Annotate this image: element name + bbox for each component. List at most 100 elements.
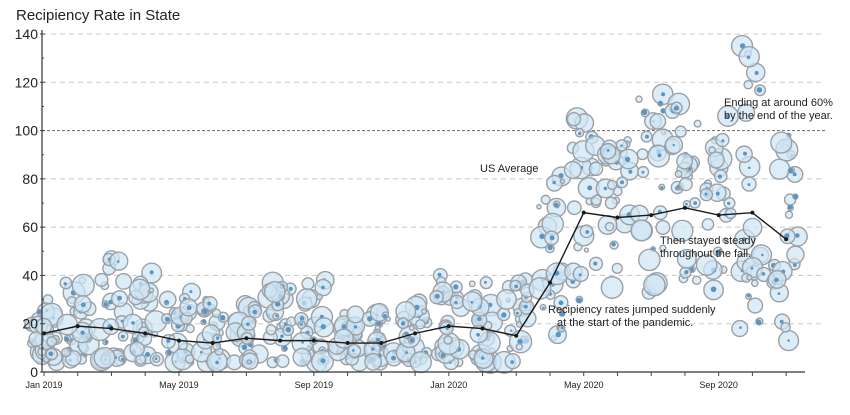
state-bubble: [316, 293, 324, 301]
state-bubble: [743, 79, 754, 90]
state-bubble-dot: [578, 131, 582, 136]
y-tick-label: 80: [22, 171, 38, 187]
state-bubble-dot: [483, 280, 487, 284]
state-bubble: [691, 275, 702, 286]
annotation-ending-line1: Ending at around 60%: [724, 97, 833, 109]
state-bubble: [611, 262, 623, 275]
state-bubble: [695, 254, 718, 276]
state-bubble-dot: [321, 285, 325, 290]
state-bubble-dot: [63, 282, 67, 286]
state-bubble: [515, 343, 524, 351]
x-tick-label: Sep 2019: [295, 380, 334, 390]
state-bubble-dot: [552, 180, 556, 185]
state-bubble-dot: [275, 314, 279, 318]
state-bubble-dot: [501, 312, 507, 318]
state-bubble: [61, 347, 72, 358]
state-bubble: [115, 272, 133, 290]
state-bubble-dot: [149, 270, 154, 275]
x-tick-label: Sep 2020: [699, 380, 738, 390]
state-bubble-dot: [641, 170, 645, 174]
state-bubble-dot: [761, 272, 766, 276]
state-bubble: [138, 326, 150, 338]
state-bubble-dot: [166, 338, 171, 343]
state-bubble-dot: [795, 233, 800, 238]
state-bubble: [707, 151, 725, 169]
state-bubble-dot: [787, 339, 790, 342]
state-bubble: [93, 346, 116, 369]
state-bubble: [265, 324, 277, 336]
state-bubble: [128, 278, 151, 301]
us-average-point: [682, 205, 687, 210]
state-bubble-dot: [578, 273, 582, 277]
state-bubble-dot: [199, 350, 203, 354]
us-average-point: [615, 215, 620, 220]
y-tick-label: 60: [22, 219, 38, 235]
us-average-point: [311, 338, 316, 343]
state-bubble-dot: [320, 358, 326, 364]
state-bubble-dot: [787, 167, 794, 174]
annotations: US Average Ending at around 60% by the e…: [480, 97, 833, 329]
state-bubble-dot: [341, 324, 347, 330]
state-bubble-dot: [792, 263, 797, 267]
state-bubble: [94, 272, 109, 287]
state-bubble-dot: [672, 143, 675, 147]
us-average-point: [413, 331, 418, 336]
state-bubble: [708, 146, 716, 154]
state-bubble-dot: [477, 316, 482, 322]
state-bubble: [768, 158, 791, 180]
state-bubble: [747, 297, 764, 314]
state-bubble-dot: [510, 360, 515, 364]
state-bubble: [346, 305, 365, 324]
state-bubble-dot: [207, 301, 212, 306]
state-bubble-dot: [154, 357, 158, 361]
state-bubble: [630, 219, 653, 242]
state-bubble-dot: [739, 43, 746, 49]
us-average-point: [379, 341, 384, 346]
state-bubble-dot: [660, 186, 664, 190]
state-bubble-dot: [445, 327, 449, 331]
state-bubble-dot: [80, 330, 85, 335]
state-bubble-dot: [777, 292, 781, 296]
state-bubble-dot: [657, 153, 662, 158]
state-bubble-dot: [252, 309, 258, 315]
state-bubble-dot: [437, 272, 442, 277]
state-bubble-dot: [514, 284, 519, 289]
state-bubble: [635, 95, 643, 103]
state-bubble-dot: [383, 313, 387, 318]
state-bubble: [443, 335, 453, 345]
state-bubble-dot: [673, 105, 679, 111]
state-bubble: [770, 131, 793, 154]
state-bubble-dot: [103, 302, 108, 307]
us-average-point: [278, 338, 283, 343]
state-bubble: [536, 203, 542, 210]
state-bubble: [211, 308, 222, 318]
state-bubble-dot: [555, 331, 562, 338]
state-bubble-dot: [523, 304, 528, 309]
state-bubble-dot: [202, 308, 208, 315]
state-bubble-dot: [275, 301, 281, 307]
state-bubble-dot: [246, 322, 250, 326]
state-bubble: [701, 218, 715, 231]
state-bubble-dot: [116, 260, 120, 263]
state-bubble: [468, 280, 476, 288]
state-bubble: [674, 125, 687, 138]
state-bubble-dot: [476, 332, 480, 337]
state-bubble-dot: [453, 284, 459, 290]
state-bubble-dot: [620, 144, 623, 147]
state-bubble-dot: [371, 347, 375, 351]
state-bubble: [600, 276, 624, 299]
state-bubble: [263, 281, 286, 303]
state-bubble: [659, 244, 667, 252]
annotation-jump-line1: Recipiency rates jumped suddenly: [548, 304, 716, 316]
state-bubble: [364, 352, 383, 371]
state-bubble: [415, 319, 426, 330]
x-tick-label: May 2019: [159, 380, 199, 390]
state-bubble: [612, 186, 623, 197]
state-bubble-dot: [747, 166, 751, 169]
state-bubble-dot: [755, 319, 762, 326]
state-bubble-dot: [542, 306, 545, 310]
state-bubble-dot: [299, 316, 305, 321]
state-bubble: [496, 288, 518, 310]
state-bubble-dot: [189, 290, 193, 294]
state-bubble-dot: [131, 321, 135, 325]
